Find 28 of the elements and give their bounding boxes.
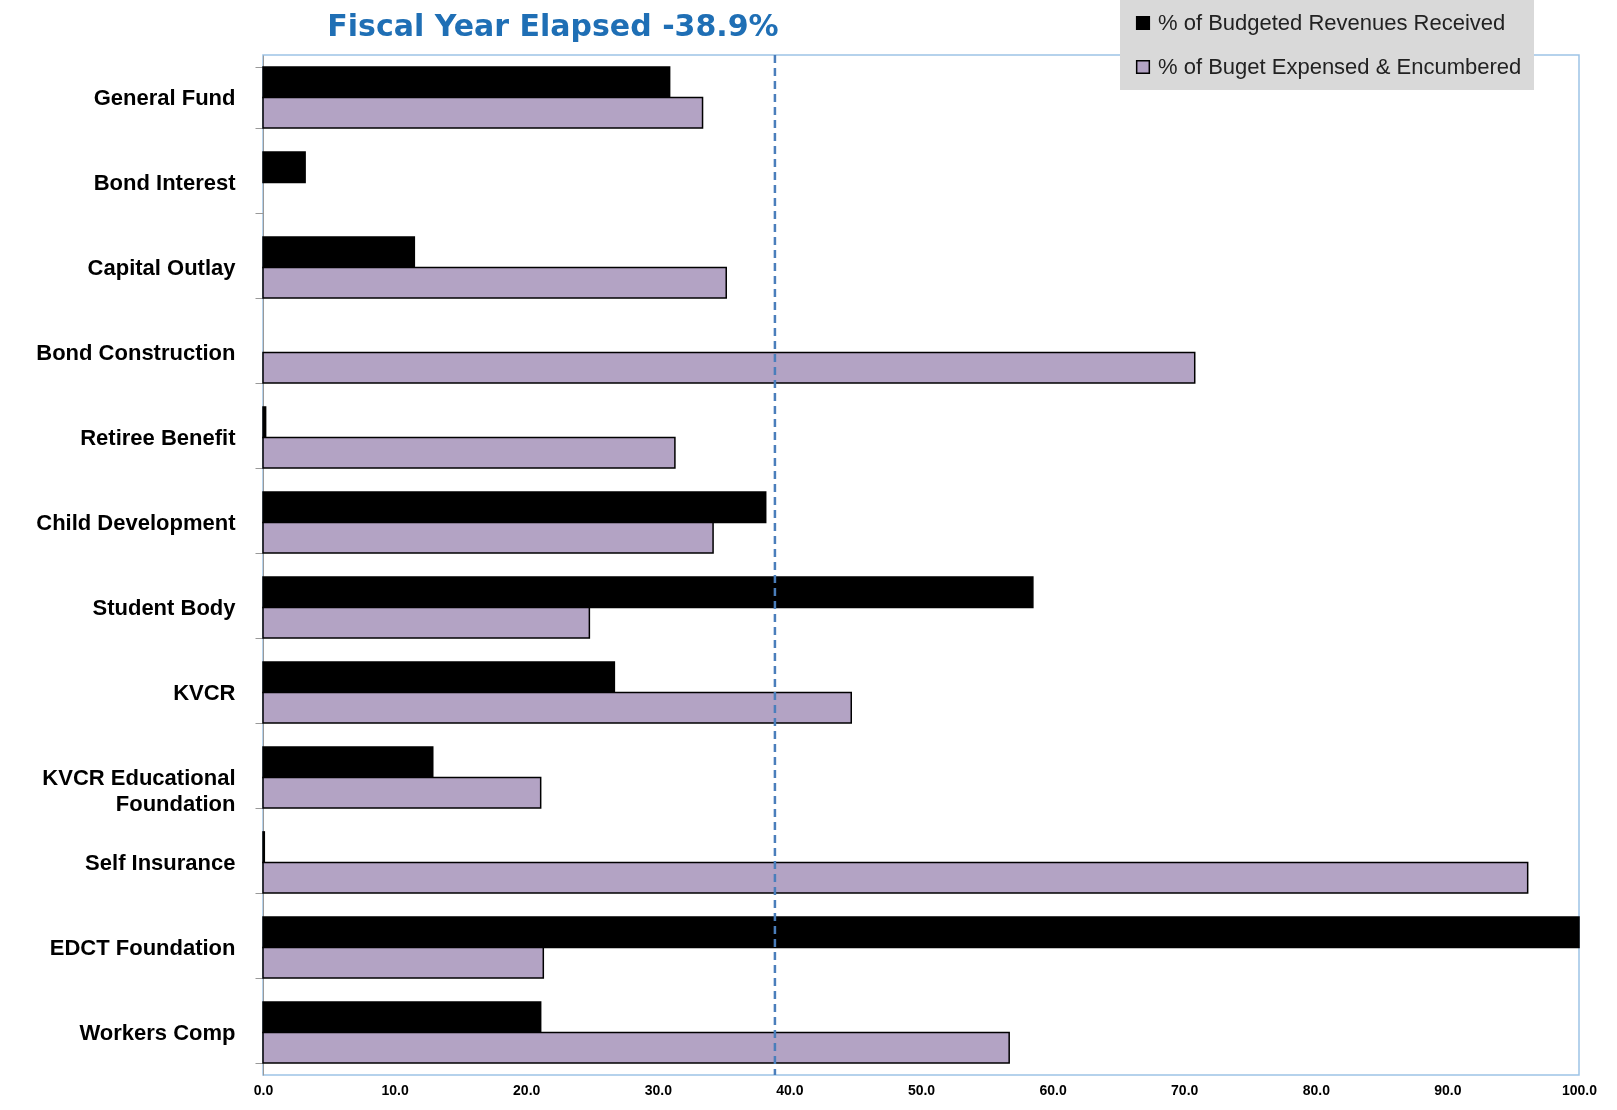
legend-label: % of Budgeted Revenues Received <box>1158 10 1506 35</box>
x-tick-label: 70.0 <box>1171 1081 1199 1098</box>
y-tick-label: KVCR <box>173 680 236 705</box>
y-tick-label: KVCR Educational Foundation <box>42 765 236 816</box>
y-tick-label: Bond Construction <box>36 340 236 365</box>
y-tick-label: Workers Comp <box>79 1020 236 1045</box>
y-tick-label: Bond Interest <box>93 170 237 195</box>
x-tick-label: 40.0 <box>776 1081 804 1098</box>
y-tick-label: Capital Outlay <box>87 255 237 280</box>
x-tick-label: 20.0 <box>513 1081 541 1098</box>
x-tick-label: 60.0 <box>1039 1081 1067 1098</box>
x-tick-label: 90.0 <box>1434 1081 1462 1098</box>
x-tick-label: 80.0 <box>1302 1081 1331 1098</box>
bar <box>262 351 1196 384</box>
y-tick-label: Retiree Benefit <box>80 425 237 450</box>
y-tick-label: EDCT Foundation <box>49 935 236 960</box>
x-tick-label: 30.0 <box>644 1081 673 1098</box>
bar <box>262 151 306 184</box>
x-tick-label: 100.0 <box>1561 1081 1598 1098</box>
x-tick-label: 0.0 <box>253 1081 274 1098</box>
y-tick-label: Student Body <box>92 595 237 620</box>
legend-label: % of Buget Expensed & Encumbered <box>1158 54 1522 79</box>
y-tick-label: Self Insurance <box>85 850 236 875</box>
x-tick-label: 50.0 <box>907 1081 936 1098</box>
y-tick-label: Child Development <box>36 510 237 535</box>
y-tick-label: General Fund <box>93 85 236 110</box>
chart-title: Fiscal Year Elapsed -38.9% <box>327 8 779 43</box>
x-tick-label: 10.0 <box>381 1081 409 1098</box>
